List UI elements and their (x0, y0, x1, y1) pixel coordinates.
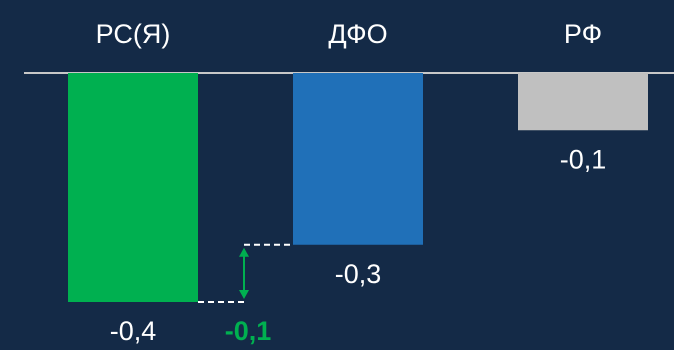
bar-1 (68, 73, 198, 302)
bar-3 (518, 73, 648, 131)
difference-arrow-head-down (239, 290, 249, 299)
bars (68, 73, 648, 302)
difference-label: -0,1 (225, 316, 272, 346)
value-label: -0,1 (560, 144, 607, 174)
bar-2 (293, 73, 423, 245)
category-label: РФ (564, 19, 602, 49)
difference-annotation: -0,1 (198, 243, 293, 346)
value-labels: -0,4 -0,3 -0,1 (110, 144, 607, 346)
value-label: -0,3 (335, 259, 382, 289)
category-labels: РС(Я) ДФО РФ (96, 19, 602, 49)
value-label: -0,4 (110, 316, 157, 346)
category-label: ДФО (328, 19, 387, 49)
difference-arrow-head-up (239, 247, 249, 257)
category-label: РС(Я) (96, 19, 171, 49)
